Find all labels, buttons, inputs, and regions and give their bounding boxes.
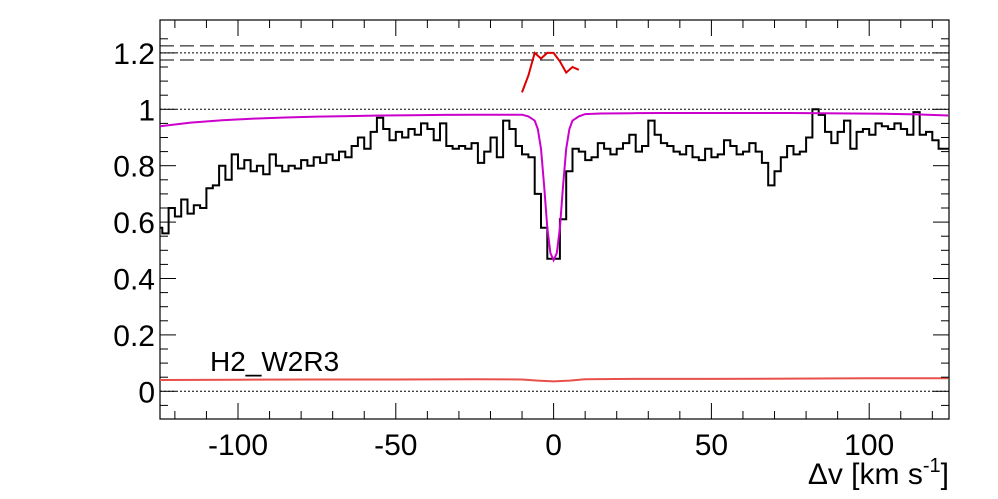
- x-axis-title: Δv [km s-1]: [808, 455, 949, 491]
- x-tick-label: 50: [695, 429, 728, 462]
- series-layer: [159, 51, 949, 383]
- series-residual: [521, 51, 580, 93]
- series-flux: [160, 108, 949, 260]
- series-error: [159, 377, 949, 383]
- plot-frame: [159, 19, 950, 420]
- y-tick-label: 0.2: [113, 320, 155, 353]
- y-tick-label: 0.6: [113, 207, 155, 240]
- y-tick-label: 1.2: [113, 38, 155, 71]
- x-tick-label: -50: [374, 429, 417, 462]
- y-tick-label: 1: [138, 94, 155, 127]
- y-tick-label: 0.4: [113, 264, 155, 297]
- series-model: [159, 112, 949, 263]
- y-tick-label: 0: [138, 376, 155, 409]
- x-axis-title-unit-exponent: -1: [923, 455, 941, 477]
- x-tick-label: 100: [844, 429, 894, 462]
- x-tick-label: 0: [545, 429, 562, 462]
- x-tick-label: -100: [208, 429, 268, 462]
- x-axis-title-main: Δv [km s: [808, 458, 923, 491]
- reference-lines: [160, 45, 949, 392]
- axis-ticks: [160, 20, 949, 419]
- y-tick-label: 0.8: [113, 151, 155, 184]
- tick-labels: -100 -50 0 50 100 0 0.2 0.4 0.6 0.8 1 1.2: [113, 38, 894, 462]
- x-axis-title-close: ]: [941, 458, 949, 491]
- panel-label: H2_W2R3: [210, 346, 339, 377]
